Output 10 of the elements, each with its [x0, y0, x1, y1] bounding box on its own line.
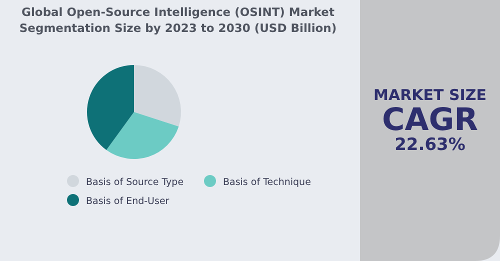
text: 22.63% [394, 135, 466, 155]
pie-slice [106, 112, 179, 159]
pie-slice [87, 65, 134, 150]
legend-label: Basis of End-User [86, 196, 170, 207]
pie-slice [134, 65, 181, 127]
chart-title: Global Open-Source Intelligence (OSINT) Market Segmentation Size by 2023 to 2030 (USD Billion) [19, 5, 337, 35]
text: MARKET SIZE [374, 86, 486, 104]
legend-label: Basis of Source Type [86, 177, 184, 188]
legend-label: Basis of Technique [223, 177, 312, 188]
text: CAGR [382, 102, 478, 138]
